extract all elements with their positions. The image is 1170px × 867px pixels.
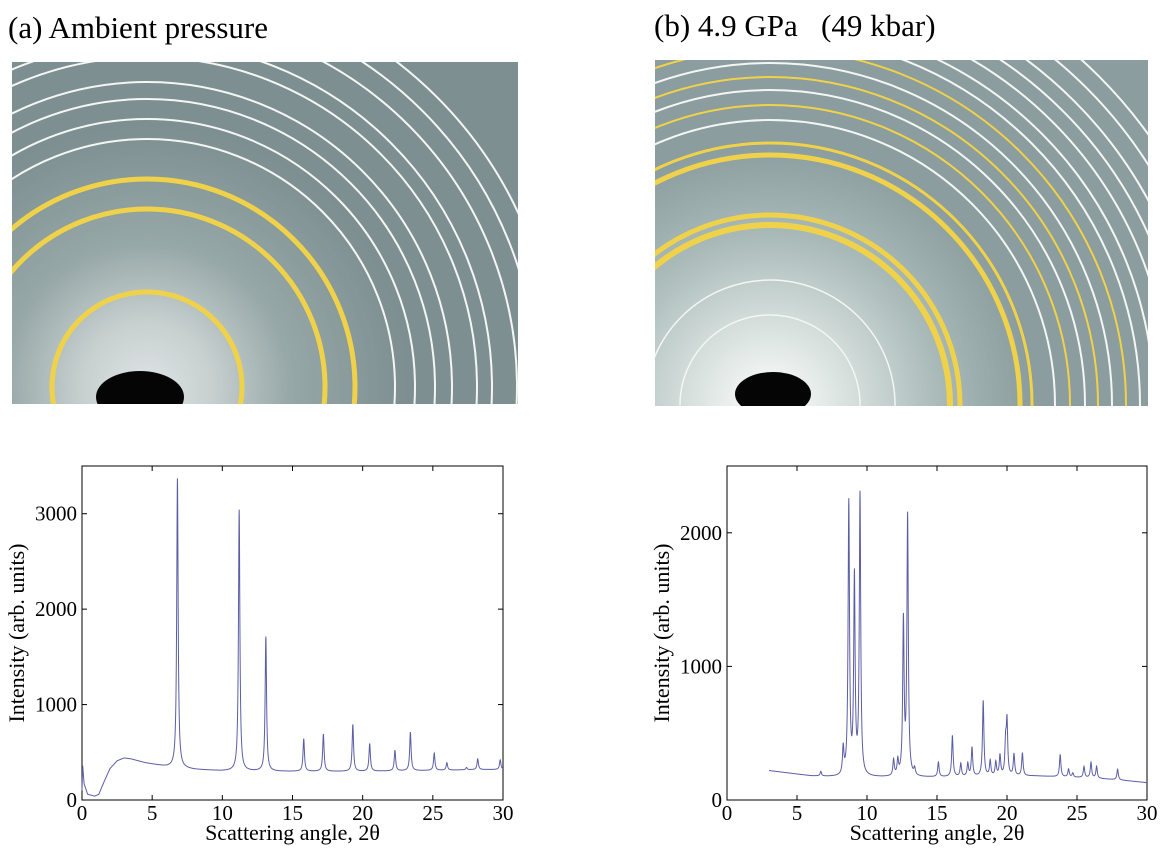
x-tick-label-b: 30	[1137, 801, 1158, 825]
x-tick-label-a: 25	[422, 801, 443, 825]
y-tick-label-b: 0	[712, 788, 723, 812]
x-tick-label-a: 5	[147, 801, 158, 825]
panel-a-title: (a) Ambient pressure	[8, 10, 268, 45]
x-tick-label-a: 0	[77, 801, 88, 825]
panel-b-title: (b) 4.9 GPa (49 kbar)	[654, 8, 936, 43]
y-tick-label-a: 2000	[35, 597, 77, 621]
x-tick-label-b: 0	[722, 801, 733, 825]
y-axis-label-a: Intensity (arb. units)	[4, 543, 29, 722]
y-tick-label-a: 1000	[35, 693, 77, 717]
diffraction-image-high-pressure	[655, 60, 1148, 406]
x-axis-label-b: Scattering angle, 2θ	[850, 820, 1025, 845]
intensity-series-b	[768, 490, 1148, 784]
x-tick-label-a: 15	[282, 801, 303, 825]
diffraction-image-ambient	[12, 62, 518, 404]
x-tick-label-b: 25	[1067, 801, 1088, 825]
x-tick-label-a: 20	[352, 801, 373, 825]
plot-frame-a	[81, 465, 504, 801]
plot-frame-b	[726, 465, 1148, 801]
y-tick-label-a: 3000	[35, 502, 77, 526]
intensity-series-a	[81, 478, 504, 797]
x-tick-label-b: 20	[997, 801, 1018, 825]
x-tick-label-a: 10	[212, 801, 233, 825]
x-axis-label-a: Scattering angle, 2θ	[205, 820, 380, 845]
x-tick-label-b: 5	[792, 801, 803, 825]
x-tick-label-b: 15	[927, 801, 948, 825]
x-tick-label-b: 10	[857, 801, 878, 825]
y-tick-label-b: 2000	[680, 521, 722, 545]
y-tick-label-b: 1000	[680, 654, 722, 678]
x-tick-label-a: 30	[493, 801, 514, 825]
y-tick-label-a: 0	[67, 788, 78, 812]
y-axis-label-b: Intensity (arb. units)	[649, 543, 674, 722]
